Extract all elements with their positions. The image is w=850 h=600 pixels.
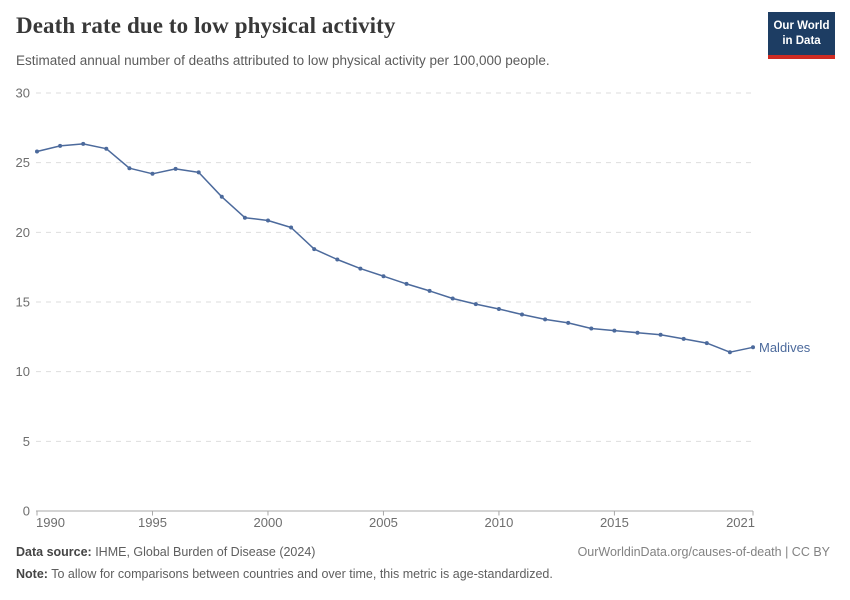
x-tick-label: 2021 bbox=[726, 515, 755, 530]
data-point[interactable] bbox=[543, 317, 548, 322]
data-point[interactable] bbox=[289, 225, 294, 230]
chart-area: 0 5 10 15 20 25 30 1990 1995 2000 2005 2010 2015 2021… bbox=[0, 80, 850, 540]
y-tick-label: 0 bbox=[23, 504, 30, 519]
owid-citation-link[interactable]: OurWorldinData.org/causes-of-death | CC … bbox=[577, 545, 830, 559]
data-point[interactable] bbox=[173, 166, 178, 171]
data-point[interactable] bbox=[358, 266, 363, 271]
series-end-label[interactable]: Maldives bbox=[759, 340, 811, 355]
x-tick-label: 1990 bbox=[36, 515, 65, 530]
y-tick-label: 30 bbox=[16, 86, 30, 101]
data-point[interactable] bbox=[404, 281, 409, 286]
data-point[interactable] bbox=[335, 257, 340, 262]
data-point[interactable] bbox=[312, 247, 317, 252]
data-point[interactable] bbox=[450, 296, 455, 301]
x-tick-label: 2005 bbox=[369, 515, 398, 530]
data-point[interactable] bbox=[520, 312, 524, 317]
data-point[interactable] bbox=[381, 274, 386, 279]
data-point[interactable] bbox=[496, 307, 501, 311]
data-point[interactable] bbox=[58, 143, 63, 148]
owid-logo-text: Our World in Data bbox=[768, 12, 835, 55]
data-point[interactable] bbox=[266, 218, 270, 223]
x-tick-label: 2000 bbox=[254, 515, 283, 530]
data-point[interactable] bbox=[589, 326, 594, 331]
data-point[interactable] bbox=[35, 149, 39, 154]
owid-logo-accent-bar bbox=[768, 54, 835, 59]
data-point[interactable] bbox=[566, 320, 571, 325]
data-point[interactable] bbox=[704, 341, 709, 346]
y-tick-label: 5 bbox=[23, 434, 30, 449]
data-point[interactable] bbox=[104, 146, 109, 151]
page-subtitle: Estimated annual number of deaths attrib… bbox=[16, 53, 550, 68]
data-point[interactable] bbox=[681, 336, 686, 341]
data-point[interactable] bbox=[127, 166, 132, 171]
y-tick-label: 15 bbox=[16, 295, 30, 310]
data-point[interactable] bbox=[196, 170, 201, 175]
data-point[interactable] bbox=[81, 141, 86, 146]
data-point[interactable] bbox=[427, 288, 432, 293]
note-text: Note: To allow for comparisons between c… bbox=[16, 566, 553, 581]
owid-logo[interactable]: Our World in Data bbox=[768, 12, 835, 59]
y-tick-label: 25 bbox=[16, 155, 30, 170]
chart-footer: Data source: IHME, Global Burden of Dise… bbox=[16, 542, 830, 585]
data-point[interactable] bbox=[635, 330, 640, 335]
data-source-text: Data source: IHME, Global Burden of Dise… bbox=[16, 545, 316, 559]
x-tick-label: 1995 bbox=[138, 515, 167, 530]
data-point[interactable] bbox=[473, 302, 478, 307]
data-point[interactable] bbox=[727, 350, 732, 355]
data-point[interactable] bbox=[219, 194, 224, 199]
series-line[interactable] bbox=[36, 143, 754, 353]
y-tick-label: 20 bbox=[16, 225, 30, 240]
y-tick-label: 10 bbox=[16, 364, 30, 379]
x-tick-label: 2015 bbox=[600, 515, 629, 530]
data-point[interactable] bbox=[612, 328, 617, 333]
data-point[interactable] bbox=[242, 215, 247, 220]
data-point[interactable] bbox=[658, 332, 663, 337]
data-point[interactable] bbox=[150, 171, 155, 176]
page-title: Death rate due to low physical activity bbox=[16, 13, 396, 38]
line-chart[interactable]: 0 5 10 15 20 25 30 1990 1995 2000 2005 2010 2015 2021… bbox=[0, 80, 850, 540]
data-point[interactable] bbox=[751, 345, 755, 350]
x-tick-label: 2010 bbox=[484, 515, 513, 530]
